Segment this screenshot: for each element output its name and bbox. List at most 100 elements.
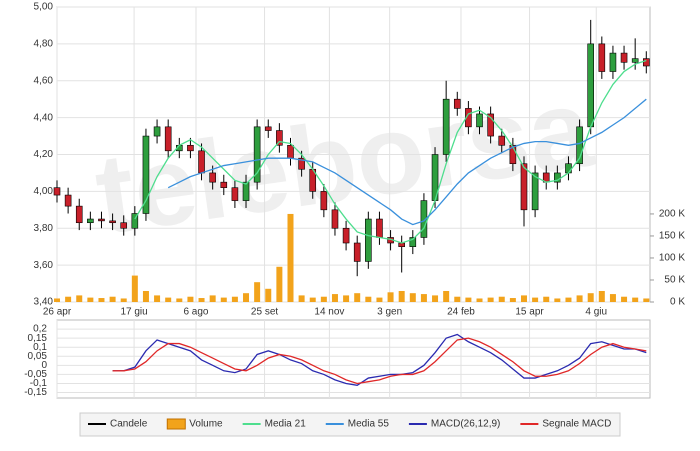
- candle-body: [487, 113, 494, 137]
- y-tick-label: -0,1: [30, 378, 48, 389]
- y-tick-label: 0,1: [33, 342, 47, 353]
- candle-body: [465, 108, 472, 128]
- line: [134, 59, 647, 244]
- x-tick-label: 4 giu: [585, 307, 607, 318]
- volume-bar: [476, 298, 483, 302]
- y-tick-label: 0,05: [28, 351, 48, 362]
- candle-body: [587, 43, 595, 128]
- y-tick-label: 0,15: [28, 333, 48, 344]
- y2-tick-label: 200 K: [659, 209, 685, 220]
- volume-bar: [587, 293, 594, 302]
- candle-body: [631, 58, 639, 63]
- volume-bar: [231, 296, 238, 302]
- volume-bar: [398, 290, 405, 302]
- line: [112, 337, 647, 385]
- legend-swatch: [166, 418, 186, 430]
- candle-body: [98, 218, 105, 222]
- volume-bar: [509, 298, 516, 302]
- candle-body: [376, 218, 383, 238]
- candle-body: [187, 144, 194, 152]
- candle-body: [87, 218, 94, 224]
- volume-bar: [65, 296, 72, 302]
- volume-bar: [387, 292, 394, 302]
- candle-body: [198, 150, 205, 174]
- candle-body: [420, 200, 428, 238]
- candle-body: [253, 126, 261, 183]
- volume-bar: [331, 294, 338, 302]
- x-tick-label: 25 set: [251, 307, 278, 318]
- volume-bar: [142, 290, 149, 302]
- candle-body: [331, 209, 339, 229]
- volume-bar: [609, 294, 616, 302]
- candle-body: [409, 237, 417, 247]
- x-tick-label: 26 apr: [43, 307, 72, 318]
- volume-bar: [465, 297, 472, 302]
- y-tick-label: 3,60: [34, 260, 54, 271]
- volume-bar: [543, 296, 550, 302]
- legend-label: MACD(26,12,9): [431, 419, 500, 430]
- y-tick-label: 4,60: [34, 75, 54, 86]
- y-tick-label: 4,80: [34, 39, 54, 50]
- volume-bar: [131, 275, 138, 302]
- volume-bar: [287, 213, 294, 302]
- candle-body: [353, 242, 361, 262]
- candle-body: [264, 126, 272, 131]
- volume-bar: [598, 290, 605, 302]
- volume-bar: [254, 282, 261, 302]
- x-tick-label: 24 feb: [447, 307, 475, 318]
- volume-bar: [632, 297, 639, 302]
- volume-bar: [243, 293, 250, 302]
- candle-body: [342, 227, 350, 244]
- y-tick-label: 4,40: [34, 112, 54, 123]
- volume-bar: [309, 297, 316, 302]
- legend-label: Segnale MACD: [542, 419, 611, 430]
- volume-bar: [220, 297, 227, 302]
- x-tick-label: 15 apr: [515, 307, 544, 318]
- x-tick-label: 6 ago: [183, 307, 208, 318]
- candle-body: [509, 144, 517, 165]
- candle-body: [142, 135, 150, 214]
- volume-bar: [265, 288, 272, 302]
- y-tick-label: 3,80: [34, 223, 54, 234]
- candle-body: [242, 181, 250, 201]
- line: [167, 98, 647, 226]
- volume-bar: [643, 298, 650, 302]
- volume-bar: [520, 295, 527, 302]
- legend-label: Volume: [189, 419, 223, 430]
- candle-body: [120, 222, 128, 229]
- volume-bar: [176, 298, 183, 302]
- y-tick-label: 3,40: [34, 297, 54, 308]
- volume-bar: [276, 266, 283, 302]
- candle-body: [75, 205, 83, 224]
- volume-bar: [576, 295, 583, 302]
- volume-bar: [376, 297, 383, 302]
- candle-body: [209, 172, 216, 183]
- x-tick-label: 17 giu: [120, 307, 147, 318]
- candle-body: [520, 163, 528, 211]
- candle-body: [231, 187, 239, 201]
- volume-bar: [187, 296, 194, 302]
- volume-bar: [409, 293, 416, 302]
- candle-body: [64, 194, 72, 207]
- candle-body: [287, 144, 294, 159]
- candle-body: [53, 187, 61, 196]
- legend-label: Media 21: [265, 419, 307, 430]
- legend-label: Candele: [110, 419, 148, 430]
- volume-bar: [443, 290, 450, 302]
- volume-bar: [209, 295, 216, 302]
- volume-bar: [498, 296, 505, 302]
- volume-bar: [532, 297, 539, 302]
- candle-body: [453, 98, 461, 109]
- candle-body: [598, 43, 606, 72]
- candle-body: [565, 163, 572, 174]
- candle-body: [153, 126, 161, 137]
- candle-body: [164, 126, 172, 152]
- legend: [79, 412, 621, 437]
- volume-bar: [565, 297, 572, 302]
- candle-body: [109, 220, 116, 224]
- volume-bar: [454, 296, 461, 302]
- x-tick-label: 3 gen: [377, 307, 402, 318]
- candle-body: [476, 113, 483, 128]
